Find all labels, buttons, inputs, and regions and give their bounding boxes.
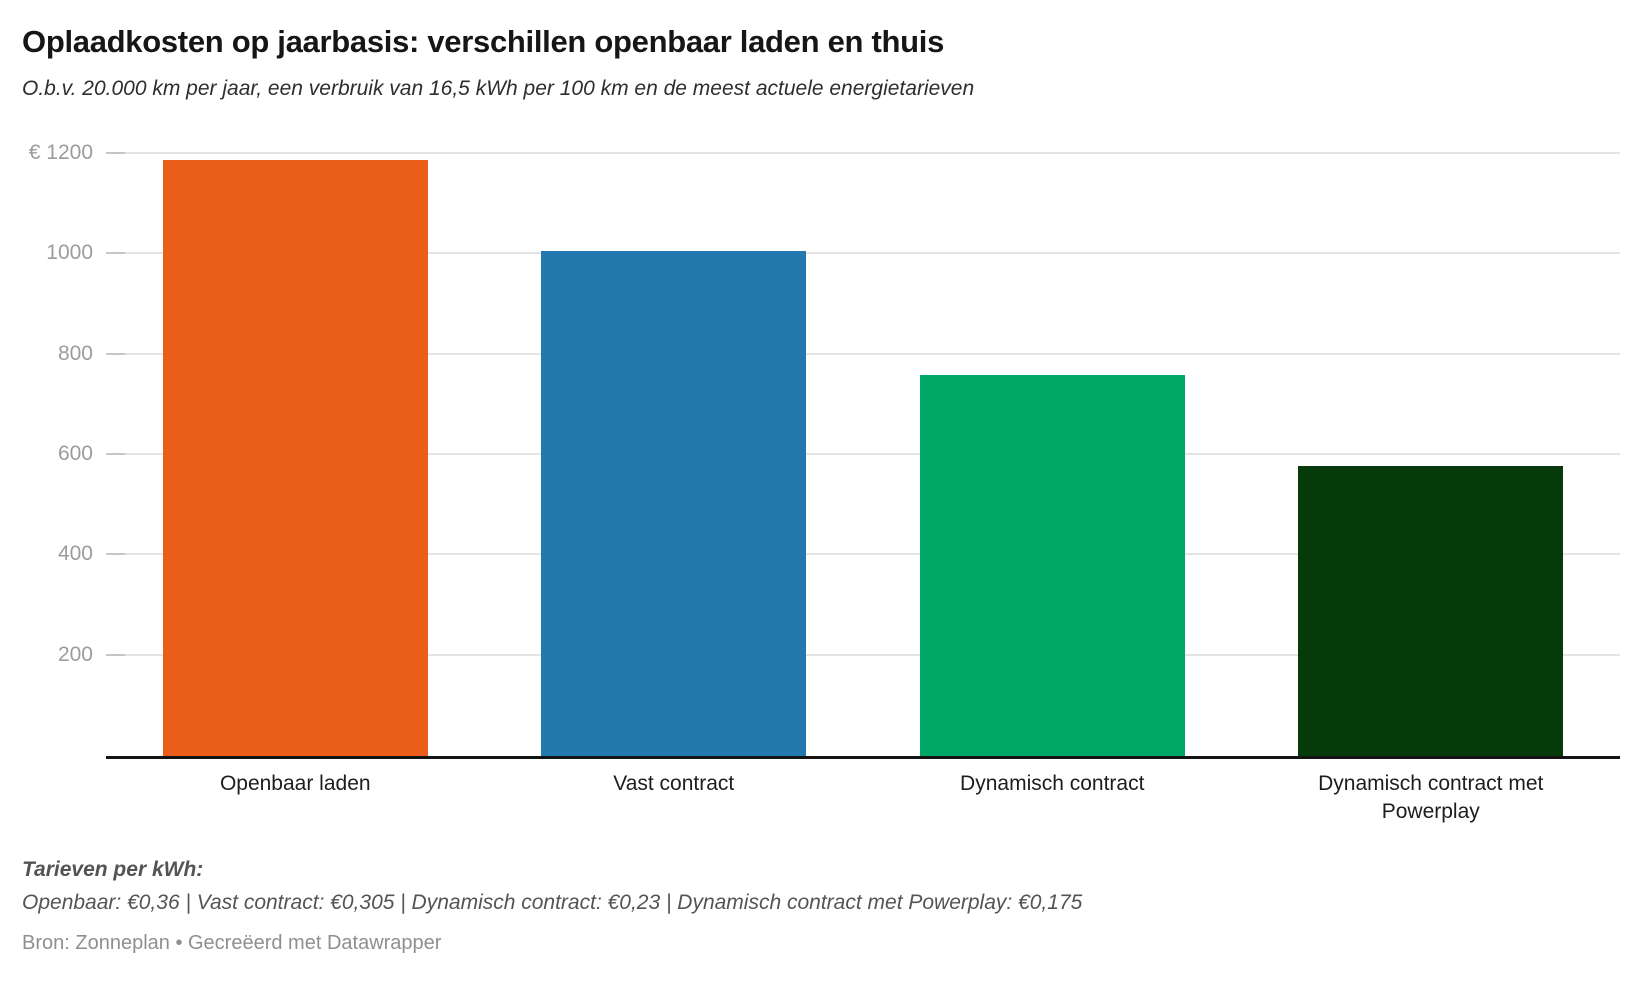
y-axis-tick-label: 600 xyxy=(57,441,93,465)
source-line: Bron: Zonneplan • Gecreëerd met Datawrap… xyxy=(22,932,442,955)
grid-layer: € 1200 1000 800 600 400 200 xyxy=(29,129,1620,756)
y-axis-tick xyxy=(106,452,125,455)
x-axis-labels: Openbaar laden Vast contract Dynamisch con… xyxy=(106,759,1620,826)
bar-dynamisch-contract-met-powerplay xyxy=(1298,466,1564,756)
gridline: 800 xyxy=(58,342,1620,365)
bar-slot xyxy=(863,129,1242,756)
bar-dynamisch-contract xyxy=(919,375,1185,756)
y-axis-tick-label: € 1200 xyxy=(28,141,93,165)
tariffs-heading: Tarieven per kWh: xyxy=(22,857,204,881)
x-axis-label-vast-contract: Vast contract xyxy=(613,771,735,795)
x-axis-label-dynamisch-contract: Dynamisch contract xyxy=(960,771,1145,795)
y-axis-tick xyxy=(106,352,125,355)
y-axis-tick-label: 800 xyxy=(57,341,93,365)
gridline: 400 xyxy=(58,542,1620,565)
bars-layer xyxy=(106,129,1620,756)
chart-title: Oplaadkosten op jaarbasis: verschillen o… xyxy=(22,24,945,59)
y-axis-tick-label: 200 xyxy=(57,642,93,666)
y-axis-tick-label: 1000 xyxy=(46,241,93,265)
chart-header: Oplaadkosten op jaarbasis: verschillen o… xyxy=(0,0,1640,102)
y-axis-tick xyxy=(106,553,125,556)
x-axis-label-openbaar-laden: Openbaar laden xyxy=(219,771,371,795)
x-axis-label-dynamisch-contract-met-powerplay: Dynamisch contract met Powerplay xyxy=(1318,771,1544,823)
bar-slot xyxy=(485,129,864,756)
y-axis-tick xyxy=(106,152,125,155)
bar-slot xyxy=(106,129,485,756)
bar-openbaar-laden xyxy=(162,160,428,756)
y-axis-tick xyxy=(106,252,125,255)
y-axis-tick xyxy=(106,653,125,656)
plot-area: € 1200 1000 800 600 400 200 xyxy=(29,129,1620,759)
bar-vast-contract xyxy=(541,251,807,756)
bar-slot xyxy=(1242,129,1621,756)
gridline: 200 xyxy=(58,643,1620,666)
gridline: 1000 xyxy=(46,241,1620,264)
chart-subtitle: O.b.v. 20.000 km per jaar, een verbruik … xyxy=(22,76,975,100)
tariffs-line: Openbaar: €0,36 | Vast contract: €0,305 … xyxy=(22,891,1083,915)
chart-footer: Tarieven per kWh: Openbaar: €0,36 | Vast… xyxy=(0,856,1640,957)
gridline: 600 xyxy=(58,442,1620,465)
bar-chart: € 1200 1000 800 600 400 200 Openbaar laden Vas… xyxy=(0,129,1640,826)
y-axis-tick-label: 400 xyxy=(57,542,93,566)
gridline: € 1200 xyxy=(29,141,1620,164)
